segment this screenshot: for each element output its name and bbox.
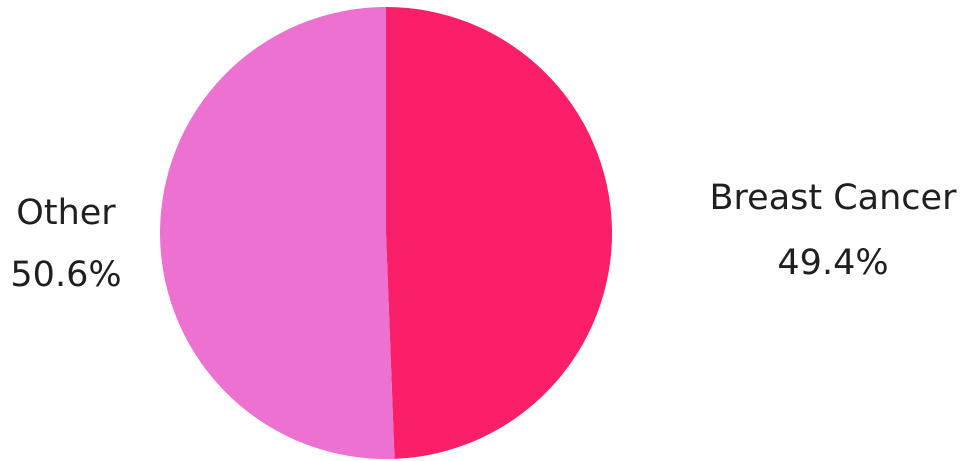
pie-slice-breast-cancer <box>386 6 613 459</box>
pie-slice-other <box>160 7 395 459</box>
slice-label-breast-cancer-name: Breast Cancer <box>710 178 958 218</box>
pie-slices <box>160 6 613 459</box>
slice-label-breast-cancer-value: 49.4% <box>777 243 888 283</box>
slice-label-other-name: Other <box>16 193 116 233</box>
slice-label-other-value: 50.6% <box>10 255 121 295</box>
